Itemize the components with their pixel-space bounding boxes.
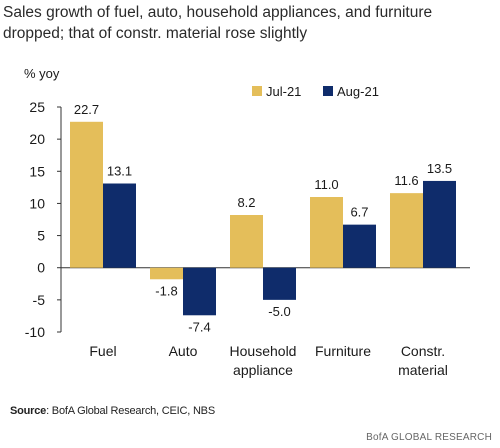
brand-footer: BofA GLOBAL RESEARCH [366, 432, 492, 443]
y-tick-label: 20 [29, 131, 45, 147]
y-tick-label: 15 [29, 163, 45, 179]
legend-label: Aug-21 [337, 84, 379, 99]
x-category-label: Auto [169, 343, 198, 359]
legend-swatch-jul-21 [252, 86, 262, 96]
source-text: : BofA Global Research, CEIC, NBS [46, 405, 215, 417]
data-label: -5.0 [268, 304, 290, 319]
bar-jul-21 [70, 121, 103, 268]
bar-jul-21 [230, 215, 263, 268]
source-note: Source: BofA Global Research, CEIC, NBS [10, 405, 215, 417]
data-label: 22.7 [74, 102, 99, 117]
chart-title: Sales growth of fuel, auto, household ap… [3, 4, 433, 42]
x-category-label: Furniture [315, 343, 371, 359]
y-axis-label: % yoy [24, 66, 60, 81]
bar-jul-21 [310, 197, 343, 268]
bar-aug-21 [423, 180, 456, 268]
bar-aug-21 [103, 183, 136, 268]
x-category-label: Constr. [401, 343, 445, 359]
data-label: 13.1 [107, 164, 132, 179]
source-label: Source [10, 405, 47, 417]
data-label: 11.0 [314, 177, 338, 192]
legend-swatch-aug-21 [323, 86, 333, 96]
x-category-label: Fuel [89, 343, 116, 359]
x-category-label: Household [230, 343, 297, 359]
y-tick-label: -10 [25, 324, 45, 340]
bar-jul-21 [150, 267, 183, 280]
data-label: 8.2 [237, 195, 255, 210]
y-tick-label: 0 [37, 260, 45, 276]
y-tick-label: 10 [29, 195, 45, 211]
bar-aug-21 [343, 224, 376, 268]
bar-jul-21 [390, 193, 423, 268]
data-label: 6.7 [350, 205, 368, 220]
data-label: -1.8 [155, 283, 177, 298]
y-tick-label: -5 [33, 292, 46, 308]
x-category-label: appliance [233, 362, 293, 378]
bar-aug-21 [183, 267, 216, 316]
data-label: 13.5 [427, 161, 452, 176]
y-tick-label: 5 [37, 228, 45, 244]
data-label: -7.4 [188, 319, 210, 334]
bar-aug-21 [263, 267, 296, 300]
y-tick-label: 25 [29, 99, 45, 115]
x-category-label: material [398, 362, 448, 378]
data-label: 11.6 [394, 173, 418, 188]
legend-label: Jul-21 [266, 84, 301, 99]
